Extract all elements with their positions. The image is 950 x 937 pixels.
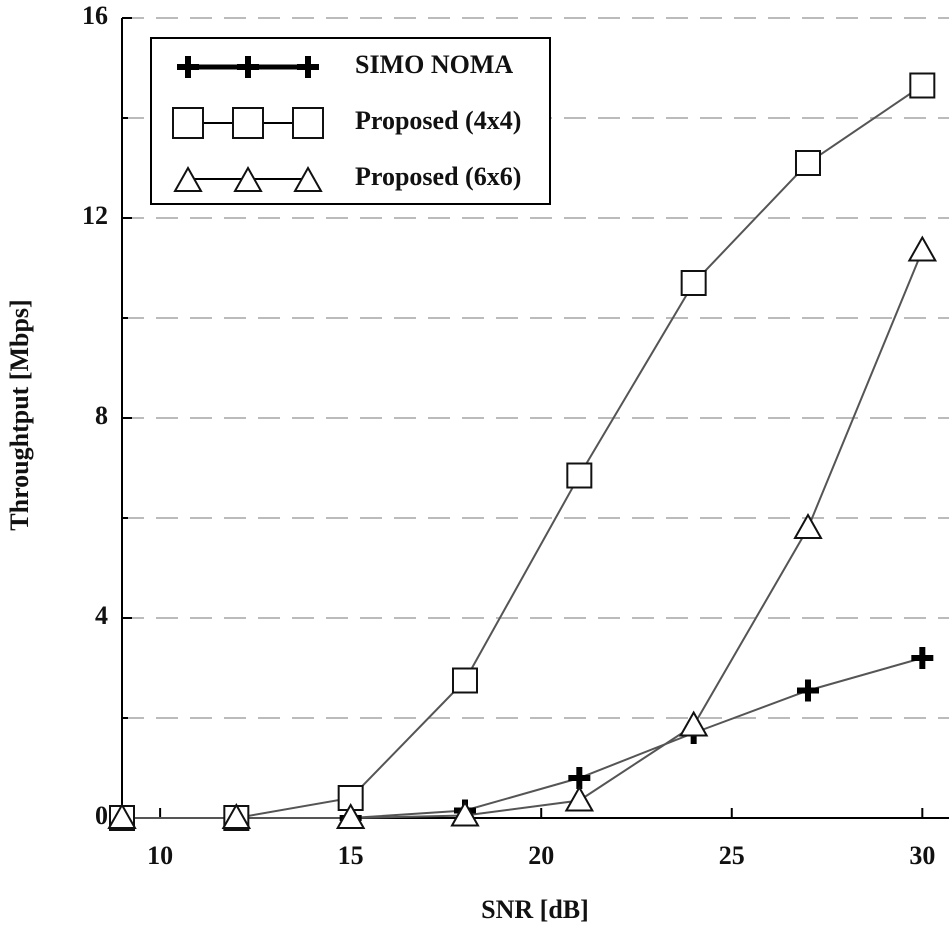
x-axis-label: SNR [dB]: [481, 895, 589, 924]
marker-square: [232, 107, 264, 139]
marker-square: [292, 107, 324, 139]
y-tick-label: 0: [95, 801, 108, 830]
marker-triangle: [221, 802, 252, 829]
marker-square: [566, 462, 593, 489]
series-line: [122, 250, 924, 819]
marker-square: [909, 72, 936, 99]
marker-plus: [911, 647, 934, 669]
marker-plus: [237, 56, 259, 78]
series-line: [122, 657, 923, 819]
y-tick-label: 4: [95, 601, 108, 630]
marker-square: [680, 270, 707, 296]
series-line: [122, 84, 923, 819]
y-tick-label: 16: [82, 1, 108, 30]
x-tick-label: 30: [909, 841, 935, 870]
marker-triangle: [450, 800, 480, 827]
y-axis-label: Throughtput [Mbps]: [5, 299, 34, 530]
marker-plus: [297, 56, 319, 78]
marker-triangle: [564, 785, 595, 812]
marker-triangle: [233, 165, 263, 192]
marker-triangle: [793, 512, 823, 539]
y-tick-label: 8: [95, 401, 108, 430]
marker-square: [451, 667, 478, 694]
marker-square: [794, 150, 821, 176]
legend-label: Proposed (6x6): [355, 162, 521, 191]
x-tick-label: 10: [147, 841, 173, 870]
x-tick-label: 25: [719, 841, 745, 870]
marker-triangle: [293, 165, 323, 192]
marker-plus: [177, 56, 199, 78]
marker-square: [172, 107, 204, 139]
x-tick-label: 20: [528, 841, 554, 870]
x-tick-label: 15: [338, 841, 364, 870]
y-tick-label: 12: [82, 201, 108, 230]
marker-triangle: [335, 802, 366, 829]
marker-triangle: [907, 235, 938, 262]
legend-label: SIMO NOMA: [355, 50, 513, 79]
marker-triangle: [107, 802, 137, 829]
marker-plus: [568, 767, 591, 789]
marker-plus: [796, 679, 819, 702]
legend-label: Proposed (4x4): [355, 106, 521, 135]
marker-triangle: [173, 165, 203, 192]
marker-triangle: [678, 710, 709, 737]
legend: SIMO NOMA Proposed (4x4) Proposed (6x6): [150, 37, 551, 205]
